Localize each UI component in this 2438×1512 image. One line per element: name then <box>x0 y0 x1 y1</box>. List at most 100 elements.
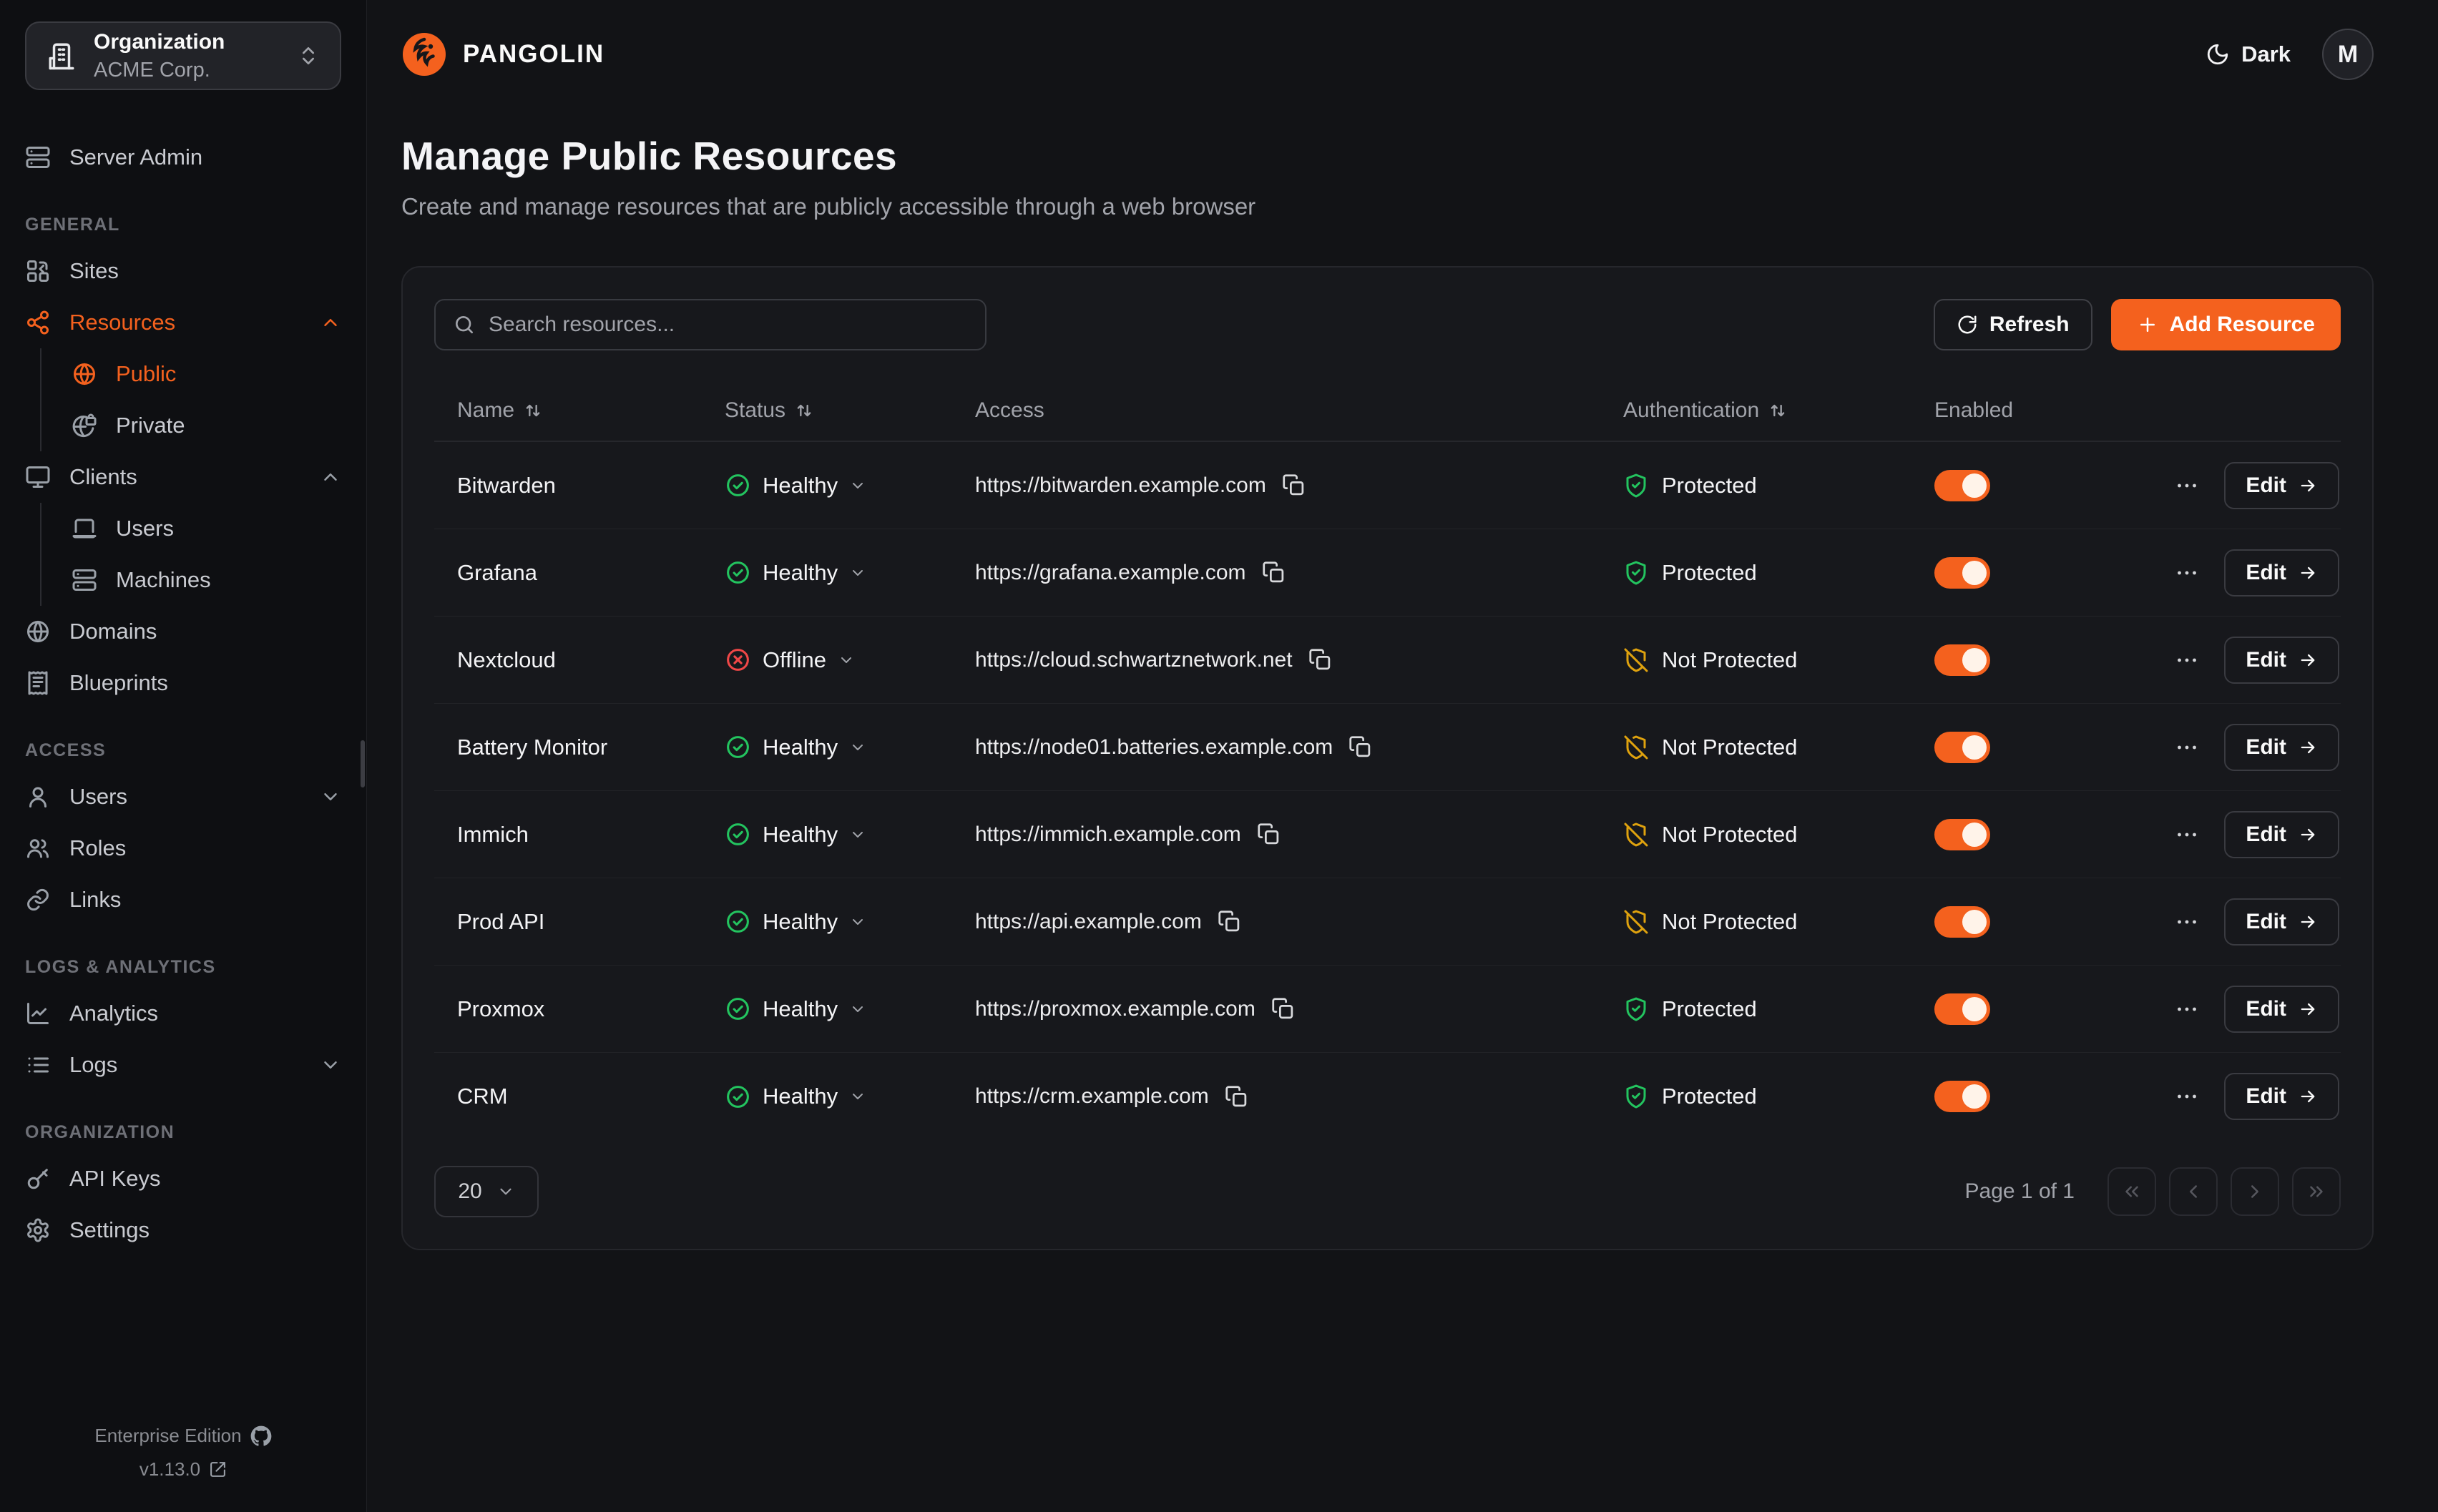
table-body: Bitwarden Healthy https://bitwarden.exampl… <box>434 442 2341 1140</box>
gear-icon <box>25 1217 51 1243</box>
sidebar-item-label: Server Admin <box>69 144 203 170</box>
edit-button[interactable]: Edit <box>2224 461 2339 509</box>
sidebar-scrollbar-thumb[interactable] <box>361 740 365 787</box>
status-label: Healthy <box>763 734 838 760</box>
status-badge[interactable]: Healthy <box>702 472 952 499</box>
sidebar-item-blueprints[interactable]: Blueprints <box>0 657 366 709</box>
edit-button[interactable]: Edit <box>2224 723 2339 771</box>
copy-icon[interactable] <box>1308 648 1332 672</box>
ellipsis-icon <box>2174 647 2200 673</box>
edition-label: Enterprise Edition <box>94 1425 242 1446</box>
enabled-toggle[interactable] <box>1934 818 1990 850</box>
column-header-authentication[interactable]: Authentication <box>1600 398 1911 423</box>
row-menu-button[interactable] <box>2174 733 2203 762</box>
refresh-label: Refresh <box>1989 313 2070 336</box>
status-badge[interactable]: Healthy <box>702 908 952 935</box>
sidebar-item-domains[interactable]: Domains <box>0 606 366 657</box>
sidebar-item-users[interactable]: Users <box>0 771 366 823</box>
edit-button[interactable]: Edit <box>2224 810 2339 858</box>
copy-icon[interactable] <box>1257 823 1281 846</box>
refresh-button[interactable]: Refresh <box>1933 299 2092 350</box>
page-size-value: 20 <box>458 1179 482 1203</box>
row-menu-button[interactable] <box>2174 471 2203 500</box>
chevron-up-icon <box>320 312 341 333</box>
copy-icon[interactable] <box>1282 473 1306 497</box>
edit-button[interactable]: Edit <box>2224 549 2339 597</box>
sort-icon <box>794 401 814 421</box>
column-header-status[interactable]: Status <box>702 398 952 423</box>
enabled-toggle[interactable] <box>1934 556 1990 589</box>
external-link-icon[interactable] <box>209 1461 227 1478</box>
sidebar-item-links[interactable]: Links <box>0 874 366 926</box>
status-badge[interactable]: Offline <box>702 647 952 673</box>
brand-name: PANGOLIN <box>463 40 605 68</box>
sidebar-item-clients[interactable]: Clients <box>0 451 366 503</box>
ellipsis-icon <box>2174 560 2200 586</box>
page-size-select[interactable]: 20 <box>434 1166 539 1217</box>
resources-table: Name Status Access Authentication Enable… <box>434 381 2341 1140</box>
row-menu-button[interactable] <box>2174 995 2203 1023</box>
sidebar-item-label: Resources <box>69 310 176 335</box>
first-page-button[interactable] <box>2107 1167 2156 1216</box>
copy-icon[interactable] <box>1262 561 1286 584</box>
enabled-toggle[interactable] <box>1934 469 1990 501</box>
prev-page-button[interactable] <box>2169 1167 2218 1216</box>
edit-button[interactable]: Edit <box>2224 636 2339 684</box>
edit-button[interactable]: Edit <box>2224 985 2339 1033</box>
enabled-toggle[interactable] <box>1934 993 1990 1025</box>
sidebar-item-analytics[interactable]: Analytics <box>0 988 366 1039</box>
row-menu-button[interactable] <box>2174 820 2203 849</box>
sidebar-item-server-admin[interactable]: Server Admin <box>0 132 366 183</box>
status-badge[interactable]: Healthy <box>702 1084 952 1110</box>
row-menu-button[interactable] <box>2174 559 2203 587</box>
add-resource-button[interactable]: Add Resource <box>2110 299 2341 350</box>
github-icon[interactable] <box>250 1425 272 1447</box>
access-cell: https://node01.batteries.example.com <box>952 735 1600 760</box>
sidebar-section-label: GENERAL <box>25 215 120 235</box>
copy-icon[interactable] <box>1348 735 1372 759</box>
sidebar-item-settings[interactable]: Settings <box>0 1204 366 1256</box>
column-header-name[interactable]: Name <box>434 398 702 423</box>
status-badge[interactable]: Healthy <box>702 559 952 586</box>
search-icon <box>453 313 476 336</box>
table-row: Bitwarden Healthy https://bitwarden.exampl… <box>434 442 2341 529</box>
next-page-button[interactable] <box>2231 1167 2279 1216</box>
sidebar-item-client-users[interactable]: Users <box>41 503 366 554</box>
search-input[interactable] <box>489 313 968 337</box>
status-badge[interactable]: Healthy <box>702 734 952 760</box>
search-box[interactable] <box>434 299 987 350</box>
sidebar-item-sites[interactable]: Sites <box>0 245 366 297</box>
copy-icon[interactable] <box>1218 910 1241 933</box>
plus-icon <box>2137 314 2158 335</box>
status-badge[interactable]: Healthy <box>702 821 952 848</box>
sidebar-item-logs[interactable]: Logs <box>0 1039 366 1091</box>
status-label: Healthy <box>763 996 838 1021</box>
row-actions: Edit <box>2126 636 2341 684</box>
enabled-toggle[interactable] <box>1934 731 1990 763</box>
enabled-toggle[interactable] <box>1934 644 1990 676</box>
enabled-toggle[interactable] <box>1934 1081 1990 1112</box>
sidebar-item-machines[interactable]: Machines <box>41 554 366 606</box>
sidebar-item-public[interactable]: Public <box>41 348 366 400</box>
sidebar-item-roles[interactable]: Roles <box>0 823 366 874</box>
last-page-button[interactable] <box>2292 1167 2341 1216</box>
row-menu-button[interactable] <box>2174 1082 2203 1111</box>
row-menu-button[interactable] <box>2174 646 2203 674</box>
columns-toggle-icon[interactable] <box>2314 398 2338 423</box>
copy-icon[interactable] <box>1271 997 1295 1021</box>
enabled-cell <box>1911 644 2126 676</box>
status-badge[interactable]: Healthy <box>702 996 952 1022</box>
edit-button[interactable]: Edit <box>2224 898 2339 946</box>
edit-button[interactable]: Edit <box>2224 1073 2339 1120</box>
user-avatar[interactable]: M <box>2322 29 2374 80</box>
sidebar-item-private[interactable]: Private <box>41 400 366 451</box>
row-menu-button[interactable] <box>2174 908 2203 936</box>
theme-toggle-button[interactable]: Dark <box>2206 41 2291 67</box>
copy-icon[interactable] <box>1225 1085 1248 1109</box>
row-actions: Edit <box>2126 898 2341 946</box>
org-selector-button[interactable]: Organization ACME Corp. <box>25 21 341 90</box>
brand[interactable]: PANGOLIN <box>401 31 604 77</box>
sidebar-item-api-keys[interactable]: API Keys <box>0 1153 366 1204</box>
sidebar-item-resources[interactable]: Resources <box>0 297 366 348</box>
enabled-toggle[interactable] <box>1934 905 1990 938</box>
